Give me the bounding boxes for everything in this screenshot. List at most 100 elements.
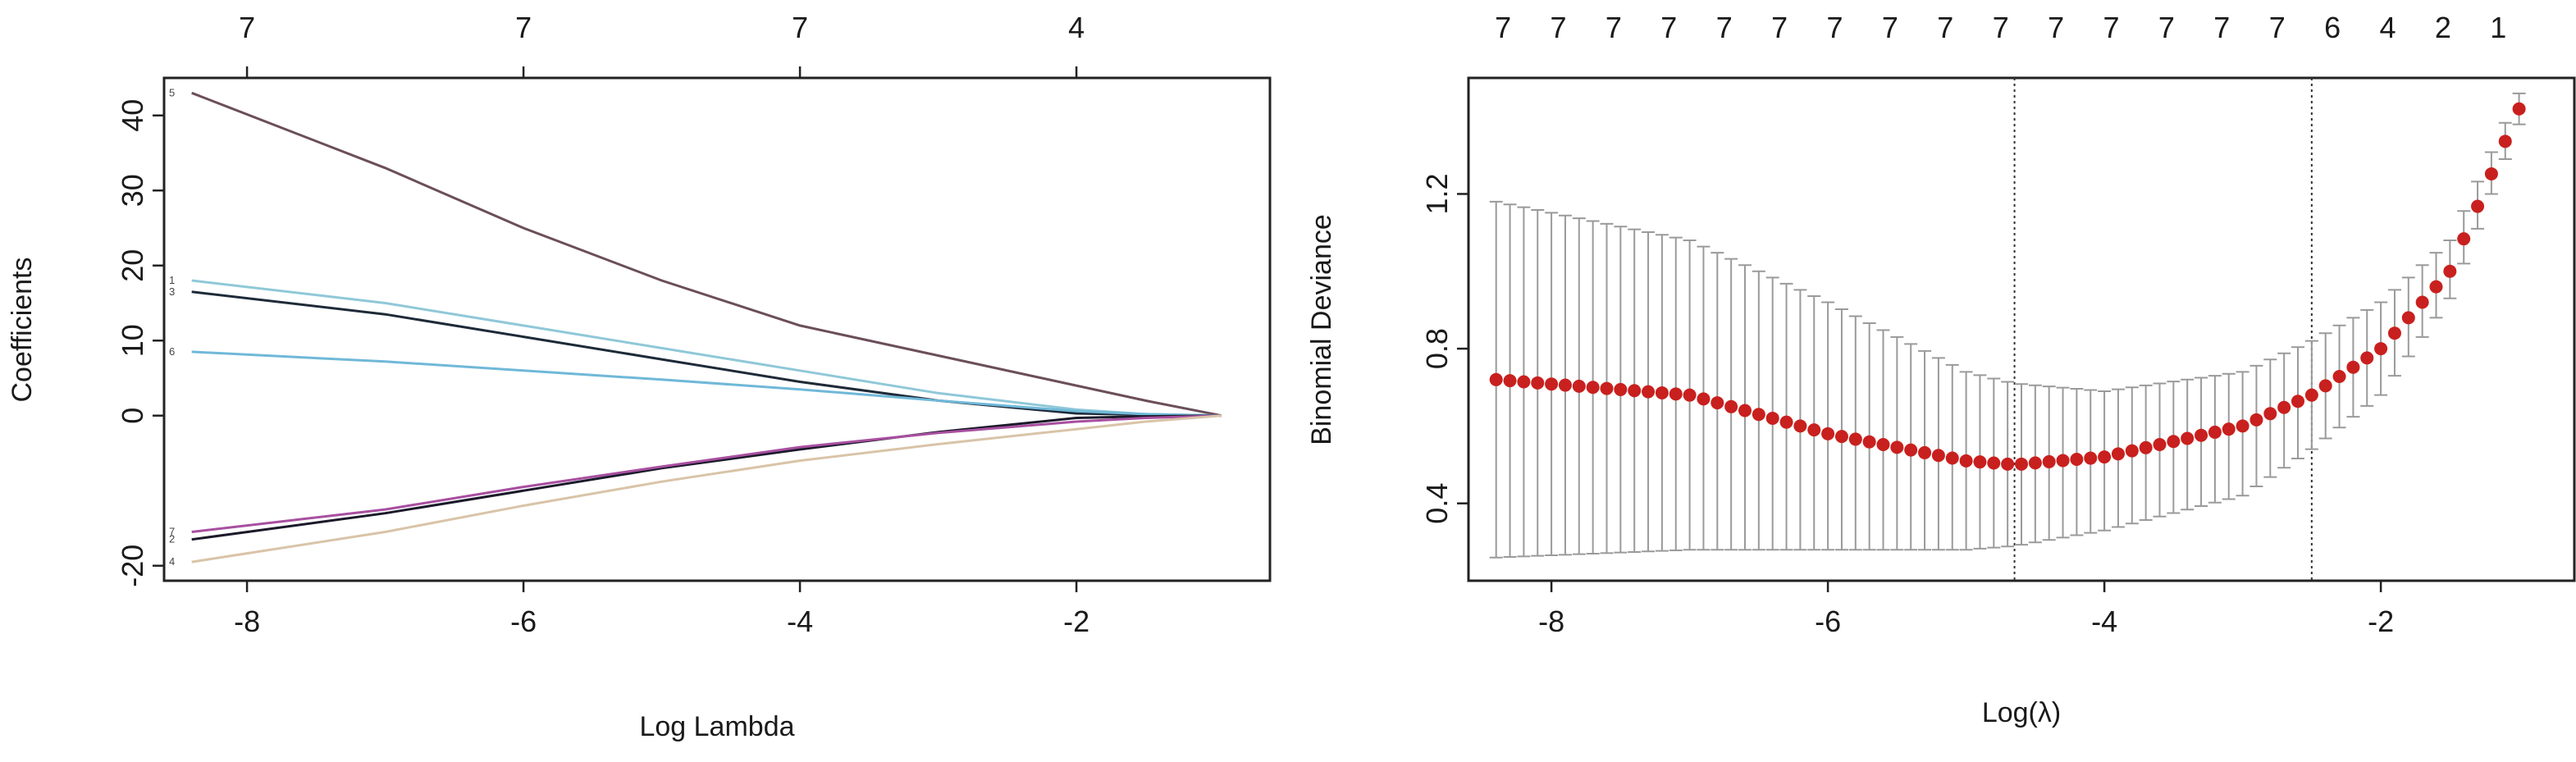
cv-top-tick-label: 7 bbox=[2048, 11, 2064, 44]
coef-y-tick-label: 10 bbox=[116, 324, 149, 357]
cv-x-tick-label: -8 bbox=[1538, 605, 1564, 638]
coef-path-end-label: 4 bbox=[169, 555, 175, 568]
cv-point bbox=[2484, 167, 2498, 180]
cv-point bbox=[1779, 415, 1793, 429]
cv-x-tick-label: -2 bbox=[2368, 605, 2394, 638]
coef-path-line bbox=[191, 290, 1222, 418]
coef-x-tick-label: -8 bbox=[234, 605, 260, 638]
cv-point bbox=[2415, 295, 2429, 309]
cv-point bbox=[2346, 360, 2360, 374]
cv-top-tick-label: 7 bbox=[1495, 11, 1511, 44]
cv-point bbox=[1669, 387, 1683, 401]
cv-point bbox=[2291, 395, 2304, 408]
cv-point bbox=[1489, 372, 1503, 386]
cv-top-tick-label: 7 bbox=[1937, 11, 1953, 44]
cv-point bbox=[1724, 399, 1738, 413]
cv-top-tick-label: 4 bbox=[2380, 11, 2396, 44]
cv-plot: -8 -6 -4 -2 0.4 0.8 1.2 7 7 7 7 7 7 7 7 7 7 7 7 7 7 7 6 4 2 1 bbox=[1420, 11, 2526, 638]
cv-top-tick-label: 7 bbox=[1993, 11, 2009, 44]
cv-point bbox=[2139, 440, 2153, 454]
coef-y-tick-label: 0 bbox=[116, 408, 149, 424]
cv-point bbox=[1945, 451, 1959, 465]
cv-top-tick-label: 7 bbox=[2213, 11, 2230, 44]
cv-point bbox=[2015, 457, 2028, 471]
coef-y-tick-label: -20 bbox=[116, 545, 149, 587]
cv-point bbox=[2236, 419, 2249, 433]
cv-point bbox=[2028, 456, 2042, 470]
coef-path-end-label: 5 bbox=[169, 86, 175, 98]
coef-path-line bbox=[191, 414, 1222, 541]
coef-top-tick-label: 4 bbox=[1068, 11, 1085, 44]
cv-point bbox=[1848, 432, 1862, 446]
cv-point bbox=[1931, 449, 1945, 463]
coef-top-tick-label: 7 bbox=[515, 11, 532, 44]
cv-point bbox=[1586, 381, 1600, 395]
cv-point bbox=[2222, 422, 2236, 436]
coef-x-axis-label: Log Lambda bbox=[639, 711, 794, 742]
coef-path-line bbox=[191, 414, 1222, 564]
cv-top-tick-label: 7 bbox=[1716, 11, 1733, 44]
cv-point bbox=[2318, 379, 2332, 393]
coef-path-end-label: 6 bbox=[169, 345, 175, 358]
coef-path-end-label: 1 bbox=[169, 274, 175, 286]
cv-point bbox=[2471, 199, 2485, 213]
coef-path-line bbox=[191, 414, 1222, 533]
cv-point bbox=[1517, 375, 1531, 389]
cv-point bbox=[2001, 457, 2015, 471]
coef-path-end-label: 3 bbox=[169, 285, 175, 298]
cv-y-axis-label: Binomial Deviance bbox=[1306, 214, 1337, 445]
cv-point bbox=[2111, 447, 2125, 461]
cv-x-tick-label: -4 bbox=[2091, 605, 2117, 638]
cv-top-tick-label: 7 bbox=[1660, 11, 1677, 44]
cv-point bbox=[2056, 454, 2070, 468]
cv-point bbox=[2042, 454, 2056, 468]
cv-point bbox=[1834, 430, 1848, 444]
cv-point bbox=[1697, 392, 1710, 406]
cv-point bbox=[2125, 444, 2139, 458]
cv-point bbox=[1614, 382, 1628, 396]
cv-point bbox=[1807, 423, 1821, 437]
cv-point bbox=[1821, 427, 1835, 440]
cv-point bbox=[1503, 374, 1517, 388]
cv-point bbox=[2167, 435, 2181, 449]
cv-point bbox=[1752, 408, 1765, 422]
cv-point bbox=[2332, 370, 2346, 384]
cv-point bbox=[1890, 440, 1904, 454]
cv-point bbox=[2457, 232, 2471, 246]
coef-x-tick-label: -4 bbox=[787, 605, 813, 638]
coef-y-axis-label: Coefficients bbox=[7, 257, 38, 402]
cv-point bbox=[1973, 455, 1987, 469]
cv-top-tick-label: 7 bbox=[2103, 11, 2120, 44]
cv-point bbox=[1738, 404, 1752, 418]
cv-x-axis-label: Log(λ) bbox=[1982, 697, 2061, 728]
cv-point bbox=[1793, 419, 1807, 433]
cv-point bbox=[1545, 377, 1559, 391]
cv-top-tick-label: 7 bbox=[2269, 11, 2286, 44]
cv-point bbox=[1765, 411, 1779, 425]
cv-point bbox=[2374, 342, 2388, 356]
cv-point bbox=[1572, 379, 1586, 393]
coef-path-line bbox=[191, 91, 1222, 418]
cv-point bbox=[1987, 456, 2001, 470]
cv-top-tick-label: 6 bbox=[2324, 11, 2341, 44]
cv-point bbox=[2498, 135, 2512, 148]
cv-point bbox=[2084, 451, 2098, 465]
cv-y-tick-label: 0.8 bbox=[1420, 328, 1454, 369]
cv-point bbox=[2401, 311, 2415, 325]
cv-y-tick-label: 0.4 bbox=[1420, 483, 1454, 524]
cv-y-tick-label: 1.2 bbox=[1420, 173, 1454, 214]
cv-point bbox=[1959, 454, 1973, 468]
coef-path-end-label: 2 bbox=[169, 533, 175, 545]
cv-point bbox=[1600, 381, 1614, 395]
cv-point bbox=[2443, 264, 2457, 278]
cv-point bbox=[2277, 400, 2291, 414]
cv-point bbox=[2304, 388, 2318, 402]
cv-top-tick-label: 7 bbox=[1882, 11, 1898, 44]
cv-point bbox=[1642, 385, 1656, 399]
coef-y-tick-label: 40 bbox=[116, 99, 149, 132]
coef-y-tick-label: 30 bbox=[116, 174, 149, 207]
cv-point bbox=[2098, 450, 2112, 464]
